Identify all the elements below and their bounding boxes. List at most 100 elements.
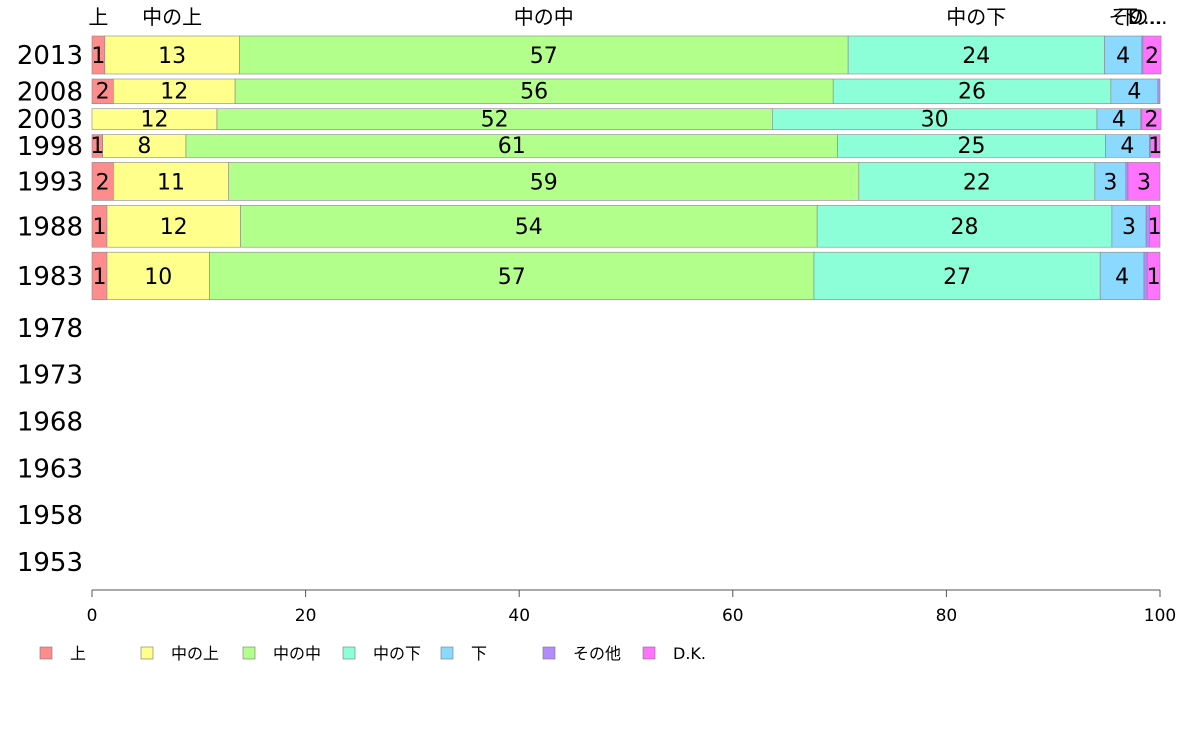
bar-segment-1988-6 (1149, 205, 1161, 248)
bar-segment-2013-6 (1142, 35, 1162, 75)
legend: 上 中の上 中の中 中の下 下 その他 D.K. (39, 644, 706, 663)
bar-value-label: 12 (160, 80, 188, 105)
year-label-1983: 1983 (17, 262, 83, 292)
bar-value-label: 1 (92, 265, 106, 290)
legend-swatch (440, 646, 454, 660)
legend-swatch (542, 646, 556, 660)
bar-value-label: 4 (1112, 107, 1126, 132)
bar-segment-2008-4 (1110, 78, 1159, 105)
bar-value-label: 57 (530, 44, 558, 69)
bar-value-label: 4 (1120, 134, 1134, 159)
year-label-2003: 2003 (17, 105, 83, 135)
legend-label: 中の下 (373, 644, 421, 663)
bar-segment-1998-6 (1150, 134, 1161, 158)
bar-segment-2013-4 (1104, 35, 1143, 75)
bar-segment-1988-2 (240, 205, 818, 248)
bar-value-label: 3 (1122, 215, 1136, 240)
bar-value-label: 3 (1103, 170, 1117, 195)
bar-segment-1988-1 (106, 205, 241, 248)
bar-value-label: 12 (160, 215, 188, 240)
bar-segment-1993-6 (1127, 162, 1161, 201)
bar-segment-2013-3 (847, 35, 1105, 75)
bar-value-label: 59 (530, 170, 558, 195)
bar-segment-1988-3 (816, 205, 1113, 248)
bar-segment-1993-4 (1094, 162, 1127, 201)
bar-value-label: 12 (140, 107, 168, 132)
bar-value-label: 24 (962, 44, 990, 69)
bar-segment-2003-6 (1141, 108, 1162, 130)
bar-segment-1993-3 (858, 162, 1096, 201)
bar-segment-1993-2 (228, 162, 860, 201)
bar-segment-2013-1 (104, 35, 240, 75)
legend-label: 中の上 (171, 644, 219, 663)
bars: 1 13 57 24 4 22 12 56 26 412 52 30 4 21 8 61 25 4 12 11 59 22… (90, 35, 1162, 300)
x-tick-label: 100 (1144, 606, 1176, 626)
bar-value-label: 56 (520, 80, 548, 105)
bar-value-label: 2 (96, 80, 110, 105)
bar-value-label: 1 (90, 134, 104, 159)
bar-value-label: 4 (1116, 44, 1130, 69)
x-tick-label: 0 (87, 606, 98, 626)
bar-segment-1983-3 (813, 251, 1101, 300)
bar-segment-2008-5 (1157, 78, 1161, 105)
x-tick-label: 80 (936, 606, 958, 626)
bar-value-label: 8 (137, 134, 151, 159)
column-header-label: 上 (88, 5, 108, 29)
bar-value-label: 4 (1115, 265, 1129, 290)
legend-swatch (642, 646, 656, 660)
year-label-2013: 2013 (17, 41, 83, 71)
bar-value-label: 27 (943, 265, 971, 290)
bar-value-label: 1 (1148, 134, 1162, 159)
bar-segment-1983-2 (209, 251, 815, 300)
year-label-1998: 1998 (17, 132, 83, 162)
column-header-label: 下 (1118, 5, 1138, 29)
bar-value-label: 1 (1148, 215, 1162, 240)
bar-value-label: 1 (92, 215, 106, 240)
year-label-1993: 1993 (17, 167, 83, 197)
bar-value-label: 28 (951, 215, 979, 240)
year-label-1968: 1968 (17, 407, 83, 437)
year-label-1963: 1963 (17, 454, 83, 484)
bar-value-label: 26 (958, 80, 986, 105)
bar-segment-1993-1 (113, 162, 230, 201)
year-label-1973: 1973 (17, 361, 83, 391)
bar-value-label: 1 (1147, 265, 1161, 290)
year-label-1978: 1978 (17, 314, 83, 344)
legend-label: その他 (573, 644, 621, 663)
legend-label: 下 (471, 644, 487, 663)
legend-swatch (140, 646, 154, 660)
bar-value-label: 2 (1145, 44, 1159, 69)
legend-label: D.K. (673, 644, 706, 663)
year-label-1953: 1953 (17, 548, 83, 578)
top-column-labels: 上 中の上 中の中 中の下 下その...D... (88, 5, 1167, 29)
column-header-label: 中の下 (946, 5, 1006, 29)
bar-segment-1983-6 (1146, 251, 1161, 300)
bar-value-label: 61 (498, 134, 526, 159)
bar-value-label: 52 (481, 107, 509, 132)
bar-value-label: 11 (157, 170, 185, 195)
bar-value-label: 3 (1137, 170, 1151, 195)
bar-segment-1993-5 (1125, 162, 1129, 201)
bar-value-label: 10 (144, 265, 172, 290)
bar-segment-2008-3 (832, 78, 1112, 105)
column-header-label: 中の上 (142, 5, 202, 29)
bar-value-label: 1 (91, 44, 105, 69)
column-header-label: 中の中 (514, 5, 574, 29)
year-label-2008: 2008 (17, 77, 83, 107)
legend-swatch (242, 646, 256, 660)
bar-value-label: 25 (957, 134, 985, 159)
bar-value-label: 2 (1144, 107, 1158, 132)
bar-value-label: 57 (498, 265, 526, 290)
legend-label: 中の中 (273, 644, 321, 663)
year-label-1958: 1958 (17, 501, 83, 531)
x-axis: 0 20 40 60 80 100 (87, 589, 1176, 626)
x-tick-label: 40 (508, 606, 530, 626)
legend-swatch (39, 646, 53, 660)
bar-segment-2008-1 (113, 78, 236, 105)
bar-value-label: 13 (158, 44, 186, 69)
column-header-label: D... (1128, 5, 1162, 29)
bar-value-label: 22 (963, 170, 991, 195)
bar-value-label: 54 (515, 215, 543, 240)
